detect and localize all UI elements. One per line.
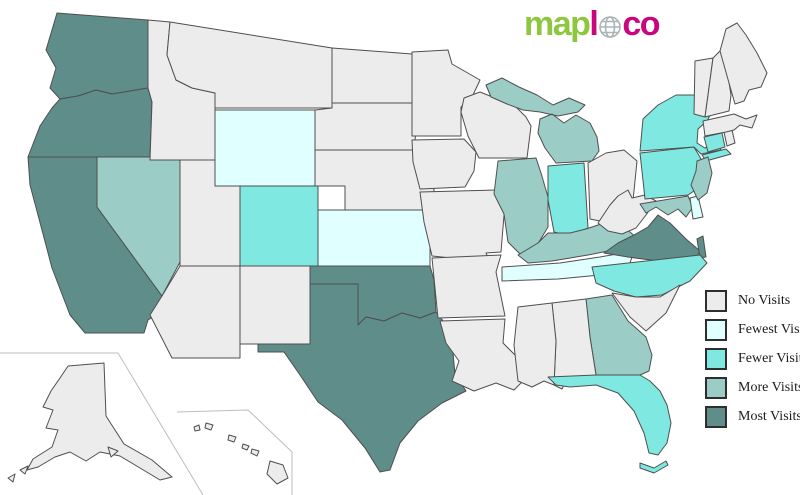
legend-row-fewest-visits: Fewest Visits [705,319,800,341]
state-hawaii[interactable] [193,422,289,485]
state-wyoming[interactable] [214,109,316,187]
legend-swatch-most-visits [705,406,727,428]
legend-label-no-visits: No Visits [738,293,791,308]
state-texas[interactable] [257,283,467,473]
state-pennsylvania[interactable] [639,146,702,200]
state-indiana[interactable] [547,162,589,237]
state-arkansas[interactable] [431,254,506,319]
state-mississippi[interactable] [513,302,557,388]
legend-swatch-fewer-visits [705,348,727,370]
logo-text-map: map [524,5,591,43]
inset-boundaries [0,352,293,495]
state-north-dakota[interactable] [331,47,413,104]
state-south-carolina[interactable] [611,284,681,332]
globe-icon [599,16,622,38]
legend-row-more-visits: More Visits [705,377,800,399]
legend-label-fewest-visits: Fewest Visits [738,322,800,337]
legend-row-fewer-visits: Fewer Visits [705,348,800,370]
state-missouri[interactable] [419,189,506,263]
legend-row-most-visits: Most Visits [705,406,800,428]
state-maine[interactable] [719,22,768,105]
map-legend: No Visits Fewest Visits Fewer Visits Mor… [705,290,800,436]
state-virginia-eastern-shore[interactable] [696,235,707,259]
state-louisiana[interactable] [439,318,527,392]
maploco-logo[interactable]: map l co [524,4,661,44]
legend-swatch-fewest-visits [705,319,727,341]
legend-label-more-visits: More Visits [738,380,800,395]
state-new-jersey[interactable] [690,156,713,201]
state-oregon[interactable] [27,87,153,158]
state-alaska-aleutians[interactable] [7,446,119,483]
legend-swatch-more-visits [705,377,727,399]
state-michigan[interactable] [485,77,600,164]
state-west-virginia[interactable] [597,189,657,235]
state-colorado[interactable] [239,185,319,267]
state-maryland[interactable] [639,195,694,218]
state-south-dakota[interactable] [314,102,419,151]
state-florida[interactable] [547,374,672,456]
state-alaska[interactable] [26,362,173,481]
hawaii-inset-border [176,409,293,495]
alaska-inset-border [0,352,204,495]
state-delaware[interactable] [689,195,704,220]
logo-text-co: co [622,5,660,43]
state-massachusetts[interactable] [702,113,758,137]
legend-label-fewer-visits: Fewer Visits [738,351,800,366]
legend-swatch-no-visits [705,290,727,312]
state-new-mexico[interactable] [239,265,311,345]
legend-label-most-visits: Most Visits [738,409,800,424]
state-kansas[interactable] [317,209,431,267]
state-washington[interactable] [45,12,149,100]
legend-row-no-visits: No Visits [705,290,800,312]
state-iowa[interactable] [411,138,477,190]
logo-text-l: l [589,5,598,43]
state-florida-keys[interactable] [639,460,669,474]
